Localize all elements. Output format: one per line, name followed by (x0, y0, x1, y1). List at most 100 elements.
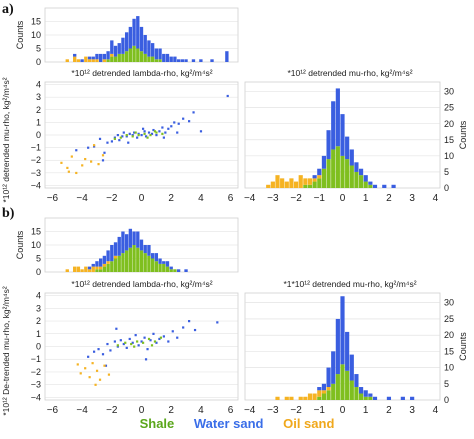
hist-bar (289, 178, 294, 188)
scatter-point (188, 120, 191, 123)
scatter-point (182, 326, 185, 329)
scatter-point (153, 130, 157, 133)
y-tick-label: 20 (444, 330, 454, 340)
y-tick-label: 10 (31, 30, 41, 40)
hist-bar (176, 269, 181, 272)
hist-bar (368, 396, 373, 400)
x-tick-label: −4 (76, 193, 88, 204)
hist-bar (147, 245, 151, 256)
y-tick-label: 15 (31, 17, 41, 27)
scatter-point (167, 340, 170, 343)
hist-bar (191, 59, 196, 62)
hist-bar (73, 266, 77, 272)
scatter-point (150, 344, 154, 347)
scatter-point (127, 141, 130, 144)
y-tick-label: 0 (36, 130, 41, 140)
scatter-point (158, 130, 161, 133)
hist-bar (143, 253, 147, 272)
scatter-point (70, 155, 73, 158)
hist-bar (317, 390, 322, 397)
hist-bar (136, 231, 140, 248)
scatter-point (161, 126, 164, 129)
scatter-point (141, 341, 145, 344)
scatter-ylabel-b: *10¹² De-trended mu-rho, kg²/m⁴s² (1, 286, 11, 415)
x-tick-label: 2 (168, 193, 174, 204)
hist-bar (150, 258, 155, 272)
hist-bar (368, 184, 373, 188)
hist-bar (102, 255, 107, 264)
scatter-point (116, 134, 119, 137)
hist-bar (95, 59, 99, 62)
hist-bar (154, 59, 159, 62)
scatter-point (226, 94, 229, 98)
hist-bar (162, 263, 166, 272)
scatter-point (125, 135, 128, 138)
scatter-point (106, 342, 109, 346)
hist-bar (317, 168, 322, 176)
hist-bar (293, 181, 299, 188)
hist-bar (147, 40, 151, 57)
hist-bar (180, 59, 184, 62)
hist-bar (307, 184, 313, 188)
scatter-point (90, 160, 93, 163)
hist-bar (106, 250, 110, 262)
x-tick-label: 4 (198, 193, 204, 204)
y-tick-label: 10 (444, 151, 454, 161)
y-tick-label: 2 (36, 105, 41, 115)
hist-bar (340, 296, 345, 365)
scatter-point (149, 134, 152, 137)
x-tick-label: 4 (433, 405, 439, 416)
hist-bar (99, 53, 103, 62)
hist-bar (113, 255, 118, 259)
y-tick-label: −2 (31, 367, 41, 377)
hist-bar (99, 258, 103, 267)
x-tick-label: −2 (290, 193, 302, 204)
hist-bar (84, 266, 88, 272)
hist-bar (312, 178, 317, 182)
hist-bar (354, 374, 359, 388)
hist-bar (321, 393, 327, 400)
hist-bar (102, 263, 107, 267)
hist-bar (139, 26, 144, 52)
x-tick-label: −2 (290, 405, 302, 416)
y-tick-label: 15 (444, 135, 454, 145)
scatter-point (136, 136, 139, 139)
hist-bar (335, 88, 340, 147)
hist-bar (136, 247, 140, 272)
scatter-point (143, 130, 146, 133)
hist-bar (143, 245, 147, 254)
hist-bar (326, 159, 331, 188)
hist-bar (303, 178, 308, 185)
y-tick-label: 25 (444, 103, 454, 113)
y-tick-label: 0 (36, 57, 41, 67)
hist-bar (317, 178, 322, 188)
y-tick-label: 10 (444, 363, 454, 373)
x-tick-label: −4 (244, 405, 256, 416)
hist-bar (132, 231, 136, 245)
scatter-point (92, 145, 96, 148)
hist-bar (73, 53, 77, 57)
hist-bar (132, 18, 136, 46)
hist-bar (99, 266, 103, 270)
x-tick-label: −6 (47, 405, 59, 416)
panel-a-label: a) (2, 2, 14, 17)
x-tick-label: −1 (314, 193, 326, 204)
hist-bar (199, 59, 203, 62)
hist-bar (173, 56, 177, 62)
hist-bar (335, 146, 340, 188)
hist-bar (275, 175, 280, 188)
scatter-point (107, 373, 111, 376)
hist-bar (76, 59, 81, 62)
hist-bar (124, 32, 129, 52)
hist-bar (165, 261, 170, 267)
scatter-point (152, 332, 155, 335)
hist-bar (95, 266, 99, 270)
hist-bar (121, 53, 125, 62)
scatter-point (101, 159, 105, 162)
scatter-point (170, 125, 173, 128)
top-histogram-a: 0 5 10 15 Counts (15, 7, 239, 67)
scatter-point (155, 134, 158, 137)
hist-bar (147, 56, 151, 62)
hist-bar (139, 51, 144, 62)
y-tick-label: 15 (31, 227, 41, 237)
